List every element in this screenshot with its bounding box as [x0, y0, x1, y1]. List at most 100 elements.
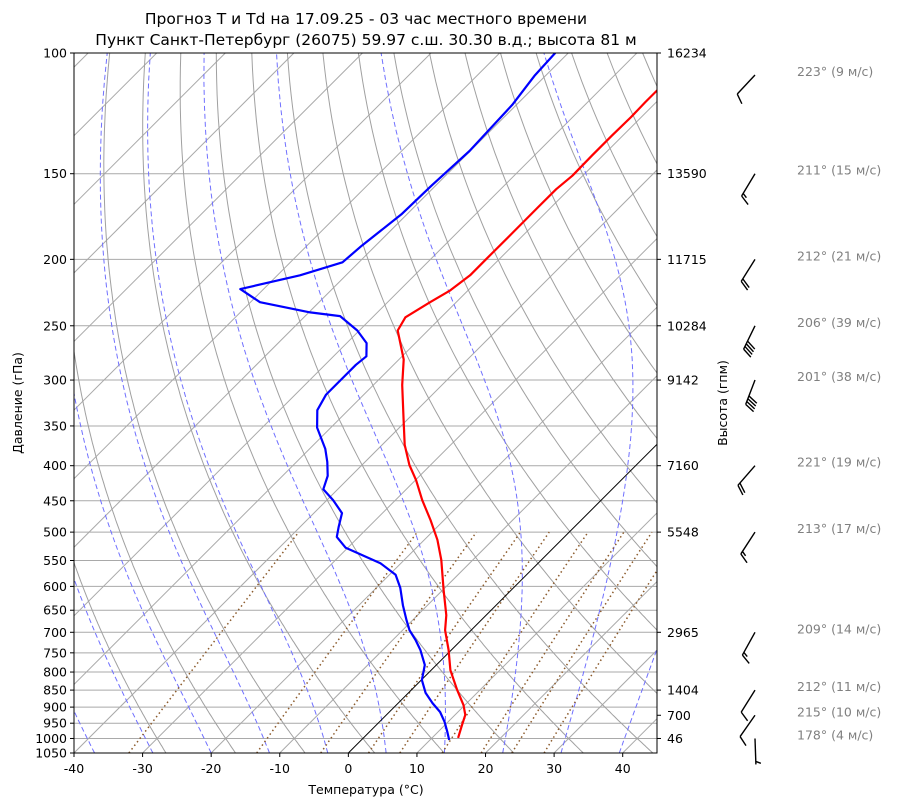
- profiles: [239, 53, 657, 741]
- barb-full: [740, 711, 749, 722]
- dry-adiabat-line: [464, 53, 657, 440]
- dry-adiabat-line: [74, 53, 236, 753]
- barb-shaft: [740, 531, 756, 555]
- wind-label: 201° (38 м/с): [797, 369, 881, 384]
- height-tick-label: 700: [667, 708, 691, 723]
- x-tick-label: -40: [64, 761, 84, 776]
- moist-adiabat-line: [203, 53, 387, 753]
- barb-full: [740, 553, 748, 564]
- barb-shaft: [739, 714, 756, 737]
- isotherm-line: [74, 53, 226, 206]
- mixing-ratio-line: [399, 531, 550, 753]
- moist-adiabat-line: [380, 53, 523, 753]
- barb-full: [737, 484, 744, 496]
- zero-isotherm-line: [347, 443, 657, 753]
- dry-adiabat-line: [357, 53, 657, 631]
- dewpoint-line: [239, 53, 557, 741]
- wind-barb: [740, 689, 756, 722]
- dry-adiabat-line: [678, 53, 900, 753]
- dry-adiabat-line: [785, 53, 900, 753]
- dry-adiabat-line: [74, 561, 167, 753]
- wind-barbs: 223° (9 м/с) 211° (15 м/с) 212° (21 м/с) 20…: [736, 64, 881, 765]
- height-tick-label: 16234: [667, 46, 707, 61]
- wind-barb: [741, 173, 756, 205]
- y-tick-label: 1050: [35, 746, 67, 761]
- dry-adiabat-line: [215, 53, 515, 753]
- dry-adiabat-line: [714, 53, 900, 753]
- barb-shaft: [741, 173, 756, 197]
- dry-adiabat-line: [251, 53, 584, 753]
- x-tick-label: -20: [201, 761, 221, 776]
- barb-shaft: [737, 465, 756, 486]
- dry-adiabat-line: [322, 53, 657, 695]
- mixing-ratio-line: [441, 531, 589, 753]
- dry-adiabat-line: [571, 53, 657, 238]
- barb-full: [736, 93, 743, 105]
- barb-full: [741, 654, 750, 664]
- barb-full: [747, 340, 756, 350]
- mixing-ratio-line: [480, 531, 625, 753]
- wind-barb: [740, 258, 756, 291]
- wind-barb: [740, 531, 756, 564]
- barb-half: [742, 192, 747, 199]
- isotherm-line: [622, 717, 657, 753]
- height-tick-label: 11715: [667, 252, 707, 267]
- y-tick-label: 250: [43, 318, 67, 333]
- height-tick-label: 7160: [667, 458, 699, 473]
- isotherm-line: [74, 53, 363, 343]
- barb-shaft: [745, 379, 756, 405]
- barb-full: [739, 482, 746, 493]
- chart-title-line2: Пункт Санкт-Петербург (26075) 59.97 с.ш.…: [95, 31, 636, 49]
- barb-half: [741, 551, 747, 557]
- y-tick-label: 750: [43, 645, 67, 660]
- height-tick-label: 2965: [667, 625, 699, 640]
- wind-label: 223° (9 м/с): [797, 64, 873, 79]
- barb-shaft: [741, 631, 756, 656]
- x-tick-label: 20: [478, 761, 494, 776]
- isotherm-line: [485, 580, 657, 753]
- isotherm-line: [74, 100, 657, 686]
- height-tick-label: 46: [667, 731, 683, 746]
- barb-shaft: [736, 74, 756, 95]
- wind-label: 212° (11 м/с): [797, 679, 881, 694]
- wind-label: 221° (19 м/с): [797, 455, 881, 470]
- x-tick-label: 40: [615, 761, 631, 776]
- y-tick-label: 200: [43, 252, 67, 267]
- dry-adiabat-line: [103, 53, 306, 753]
- moist-adiabat-line: [618, 647, 657, 753]
- plot-frame: [73, 52, 658, 754]
- dry-adiabat-line: [606, 53, 657, 165]
- x-tick-label: 0: [344, 761, 352, 776]
- y-tick-label: 150: [43, 166, 67, 181]
- wind-barb: [736, 74, 756, 105]
- mixing-ratio-line: [543, 569, 657, 753]
- moist-adiabat-line: [99, 53, 270, 753]
- dry-adiabat-line: [749, 53, 900, 753]
- wind-label: 212° (21 м/с): [797, 248, 881, 263]
- y-tick-label: 850: [43, 683, 67, 698]
- y-tick-label: 300: [43, 373, 67, 388]
- x-axis-label: Температура (°C): [307, 782, 423, 797]
- moist-adiabat-line: [543, 53, 634, 753]
- wind-barb: [742, 325, 756, 358]
- dry-adiabat-line: [500, 53, 657, 374]
- isotherm-line: [74, 169, 657, 753]
- wind-barb: [754, 738, 762, 765]
- barb-full: [741, 195, 749, 205]
- mixing-ratio-line: [256, 531, 418, 753]
- barb-full: [742, 278, 750, 288]
- moist-adiabat-line: [276, 53, 447, 753]
- barb-full: [740, 280, 749, 291]
- wind-barb: [741, 631, 756, 664]
- mixing-ratio-line: [128, 531, 300, 753]
- dry-adiabat-line: [393, 53, 657, 568]
- barb-full: [745, 343, 754, 353]
- y-tick-label: 700: [43, 625, 67, 640]
- barb-full: [739, 736, 747, 746]
- mixing-ratio-line: [367, 531, 522, 753]
- y-tick-label: 100: [43, 46, 67, 61]
- y-tick-label: 900: [43, 700, 67, 715]
- isotherm-line: [74, 53, 569, 548]
- x-tick-label: -10: [270, 761, 290, 776]
- wind-label: 215° (10 м/с): [797, 704, 881, 719]
